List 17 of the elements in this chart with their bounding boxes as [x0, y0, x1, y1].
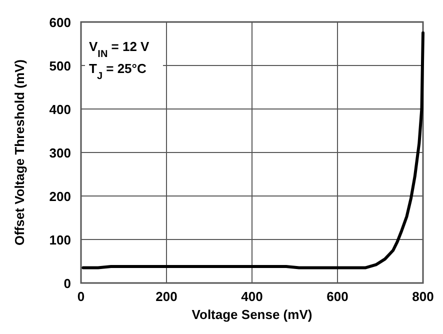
- x-tick-label: 600: [326, 289, 348, 304]
- line-series: [82, 31, 424, 270]
- x-axis-title: Voltage Sense (mV): [192, 307, 312, 322]
- y-tick-label: 400: [49, 102, 71, 117]
- x-tick-label: 200: [156, 289, 178, 304]
- y-tick-label: 500: [49, 58, 71, 74]
- y-tick-label: 0: [64, 276, 71, 291]
- annotation: T$_{J}$ = 25°C: [89, 61, 147, 82]
- x-tick-label: 800: [412, 289, 434, 304]
- annotation: V$_{IN}$ = 12 V: [89, 39, 150, 60]
- x-tick-label: 0: [77, 289, 85, 304]
- y-tick-label: 600: [49, 15, 71, 30]
- y-axis-title: Offset Voltage Threshold (mV): [12, 59, 27, 246]
- y-tick-label: 100: [49, 232, 71, 248]
- y-tick-label: 200: [49, 189, 71, 204]
- x-tick-label: 400: [241, 289, 263, 304]
- y-tick-label: 300: [49, 146, 71, 160]
